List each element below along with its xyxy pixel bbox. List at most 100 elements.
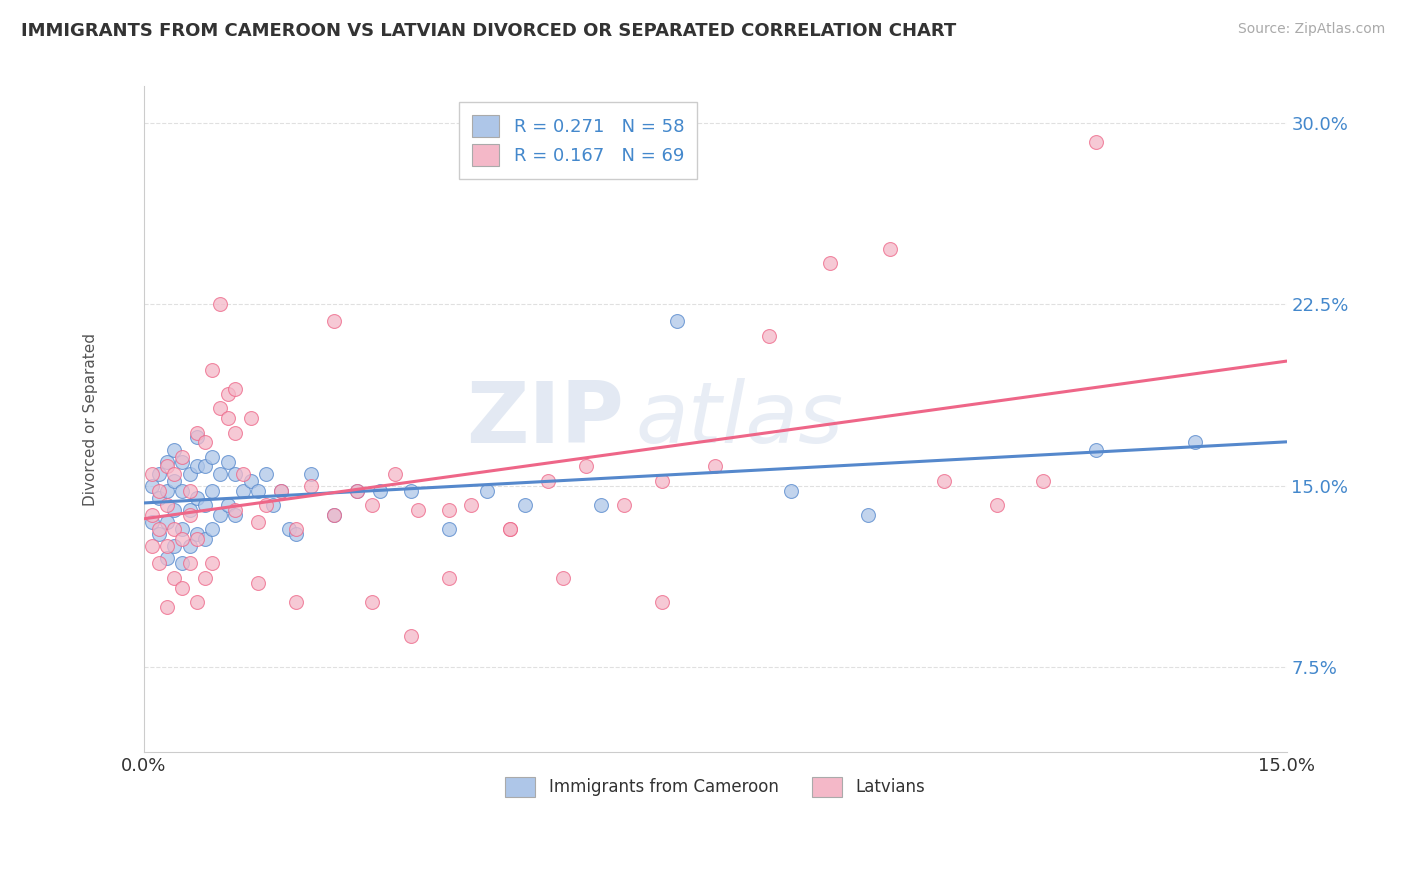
Point	[148, 557, 170, 571]
Point	[323, 314, 346, 328]
Point	[170, 483, 193, 498]
Point	[285, 523, 308, 537]
Point	[856, 508, 879, 522]
Point	[651, 474, 673, 488]
Point	[163, 523, 186, 537]
Point	[163, 540, 186, 554]
Point	[163, 467, 186, 481]
Point	[209, 508, 232, 522]
Point	[186, 425, 208, 440]
Point	[186, 527, 208, 541]
Point	[201, 362, 224, 376]
Point	[156, 540, 179, 554]
Point	[270, 483, 292, 498]
Point	[217, 498, 239, 512]
Point	[156, 515, 179, 529]
Point	[179, 483, 201, 498]
Point	[224, 425, 246, 440]
Point	[163, 571, 186, 585]
Point	[201, 450, 224, 464]
Point	[179, 508, 201, 522]
Point	[217, 411, 239, 425]
Point	[170, 523, 193, 537]
Point	[179, 503, 201, 517]
Point	[575, 459, 598, 474]
Point	[156, 459, 179, 474]
Point	[156, 599, 179, 614]
Point	[460, 498, 482, 512]
Point	[148, 483, 170, 498]
Point	[239, 411, 262, 425]
Text: IMMIGRANTS FROM CAMEROON VS LATVIAN DIVORCED OR SEPARATED CORRELATION CHART: IMMIGRANTS FROM CAMEROON VS LATVIAN DIVO…	[21, 22, 956, 40]
Point	[156, 551, 179, 566]
Point	[301, 479, 323, 493]
Point	[163, 474, 186, 488]
Point	[247, 483, 270, 498]
Point	[209, 297, 232, 311]
Point	[186, 430, 208, 444]
Legend: Immigrants from Cameroon, Latvians: Immigrants from Cameroon, Latvians	[499, 770, 932, 804]
Text: ZIP: ZIP	[465, 377, 624, 461]
Point	[232, 483, 254, 498]
Point	[156, 498, 179, 512]
Point	[163, 442, 186, 457]
Point	[704, 459, 727, 474]
Point	[399, 629, 422, 643]
Point	[285, 527, 308, 541]
Point	[437, 503, 460, 517]
Point	[224, 382, 246, 396]
Point	[141, 479, 163, 493]
Point	[551, 571, 574, 585]
Text: atlas: atlas	[636, 377, 844, 461]
Text: Divorced or Separated: Divorced or Separated	[83, 333, 98, 506]
Point	[758, 328, 780, 343]
Point	[437, 523, 460, 537]
Point	[932, 474, 955, 488]
Point	[224, 467, 246, 481]
Point	[301, 467, 323, 481]
Point	[1184, 435, 1206, 450]
Point	[209, 401, 232, 416]
Point	[148, 523, 170, 537]
Point	[170, 532, 193, 546]
Point	[141, 467, 163, 481]
Point	[194, 459, 217, 474]
Point	[179, 467, 201, 481]
Point	[361, 595, 384, 609]
Point	[651, 595, 673, 609]
Point	[186, 459, 208, 474]
Point	[148, 491, 170, 505]
Point	[201, 557, 224, 571]
Point	[254, 467, 277, 481]
Point	[156, 455, 179, 469]
Point	[361, 498, 384, 512]
Point	[194, 498, 217, 512]
Point	[148, 527, 170, 541]
Point	[346, 483, 368, 498]
Point	[194, 571, 217, 585]
Point	[186, 491, 208, 505]
Point	[156, 483, 179, 498]
Point	[224, 503, 246, 517]
Point	[986, 498, 1008, 512]
Point	[141, 508, 163, 522]
Point	[406, 503, 429, 517]
Point	[498, 523, 520, 537]
Point	[186, 595, 208, 609]
Point	[141, 540, 163, 554]
Point	[201, 483, 224, 498]
Point	[780, 483, 803, 498]
Point	[148, 467, 170, 481]
Point	[224, 508, 246, 522]
Point	[217, 455, 239, 469]
Point	[818, 256, 841, 270]
Point	[262, 498, 284, 512]
Point	[537, 474, 560, 488]
Point	[209, 467, 232, 481]
Point	[270, 483, 292, 498]
Point	[179, 540, 201, 554]
Point	[1032, 474, 1054, 488]
Point	[141, 515, 163, 529]
Point	[666, 314, 689, 328]
Point	[399, 483, 422, 498]
